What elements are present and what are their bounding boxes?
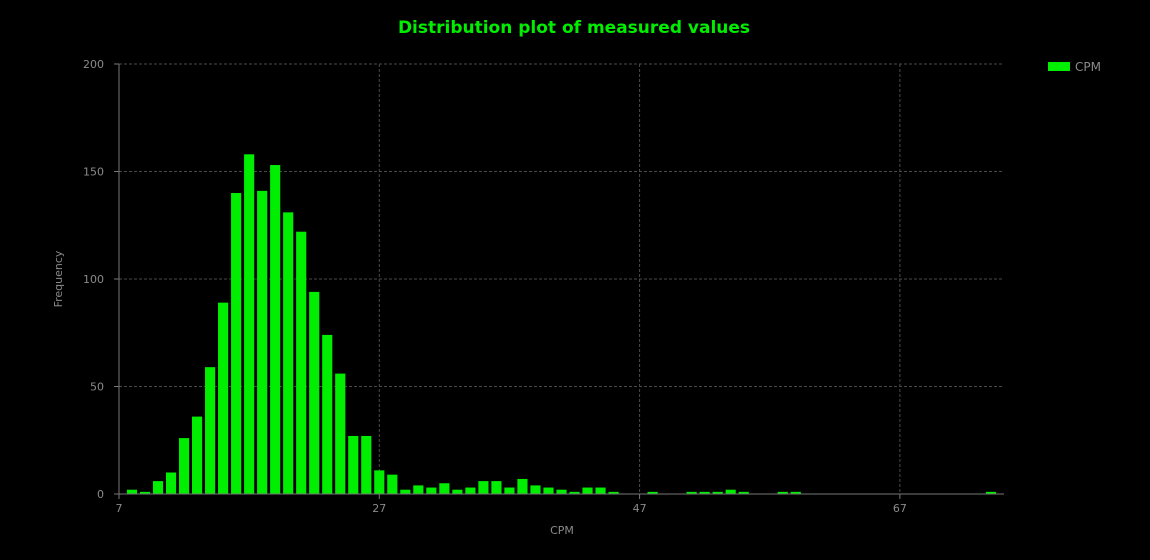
histogram-bar	[426, 487, 437, 494]
histogram-bar	[465, 487, 476, 494]
x-tick-label: 27	[372, 502, 386, 515]
histogram-bar	[569, 491, 580, 494]
histogram-bar	[361, 435, 372, 494]
histogram-bar	[192, 416, 203, 494]
histogram-bar	[335, 373, 346, 494]
histogram-bar	[725, 489, 736, 494]
histogram-bar	[543, 487, 554, 494]
histogram-bar	[439, 483, 450, 494]
histogram-bar	[126, 489, 138, 494]
histogram-bar	[178, 438, 190, 494]
histogram-bar	[738, 491, 749, 494]
bars	[126, 154, 997, 495]
histogram-bar	[270, 165, 281, 495]
legend-swatch	[1048, 62, 1070, 71]
x-tick-label: 47	[633, 502, 647, 515]
histogram-bar	[530, 485, 541, 494]
histogram-bar	[556, 489, 567, 494]
histogram-bar	[387, 474, 398, 494]
axes	[114, 63, 1004, 499]
histogram-bar	[400, 489, 411, 494]
histogram-bar	[686, 491, 697, 494]
legend[interactable]: CPM	[1048, 60, 1101, 74]
histogram-bar	[413, 485, 424, 494]
y-tick-label: 50	[90, 381, 104, 394]
histogram-bar	[218, 302, 229, 494]
x-tick-label: 7	[116, 502, 123, 515]
histogram-bar	[985, 491, 997, 494]
histogram-bar	[504, 487, 515, 494]
histogram-bar	[257, 190, 268, 494]
histogram-bar	[374, 470, 385, 494]
histogram-bar	[452, 489, 463, 494]
histogram-bar	[296, 231, 307, 494]
histogram-bar	[777, 491, 788, 494]
histogram-bar	[478, 481, 489, 494]
histogram-bar	[517, 478, 528, 494]
histogram-bar	[309, 291, 320, 494]
y-axis-label: Frequency	[52, 250, 65, 307]
x-tick-label: 67	[893, 502, 907, 515]
histogram-bar	[491, 481, 502, 494]
histogram-bar	[712, 491, 723, 494]
y-tick-label: 0	[97, 488, 104, 501]
histogram-bar	[608, 491, 619, 494]
y-tick-label: 100	[83, 273, 104, 286]
tick-labels: 0 50 100 150 200 7 27 47 67	[83, 58, 907, 515]
histogram-bar	[595, 487, 606, 494]
histogram-bar	[647, 491, 658, 494]
y-tick-label: 150	[83, 166, 104, 179]
histogram-bar	[283, 212, 294, 494]
histogram-bar	[348, 435, 359, 494]
y-tick-label: 200	[83, 58, 104, 71]
chart-title: Distribution plot of measured values	[398, 18, 750, 38]
histogram-bar	[205, 367, 216, 494]
histogram-bar	[231, 193, 242, 494]
histogram-bar	[582, 487, 593, 494]
x-axis-label: CPM	[550, 524, 574, 537]
histogram-bar	[322, 334, 333, 494]
histogram-bar	[152, 481, 164, 494]
histogram-bar	[139, 491, 151, 494]
histogram-bar	[165, 472, 177, 494]
histogram-bar	[244, 154, 255, 495]
histogram-bar	[699, 491, 710, 494]
legend-label: CPM	[1075, 60, 1101, 74]
histogram-bar	[790, 491, 801, 494]
